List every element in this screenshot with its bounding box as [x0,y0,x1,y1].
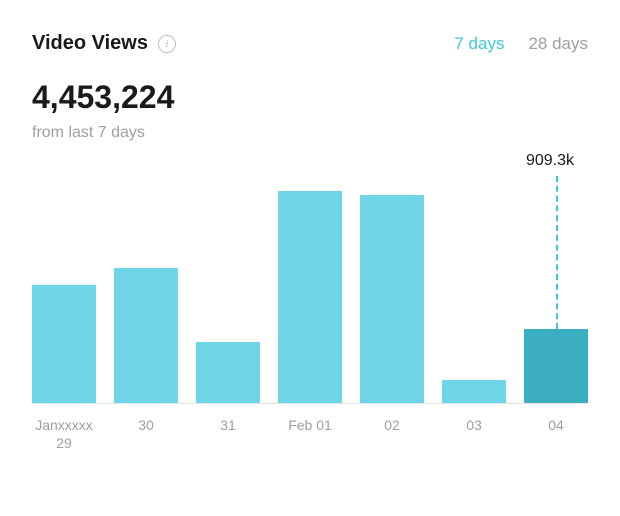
info-icon[interactable]: i [158,35,176,53]
bar-label: 02 [360,408,424,452]
bar[interactable] [114,268,178,404]
tab-28-days[interactable]: 28 days [528,34,588,54]
bar-label: 30 [114,408,178,452]
bar[interactable] [278,191,342,404]
title-group: Video Views i [32,32,176,55]
video-views-chart: 909.3k Janxxxxx 29 30 31 Feb 01 02 03 04 [32,152,588,452]
metric-subtitle: from last 7 days [32,124,588,142]
bar[interactable] [524,329,588,404]
bar-label: 03 [442,408,506,452]
bar-label: 31 [196,408,260,452]
bar[interactable] [196,342,260,404]
labels-row: Janxxxxx 29 30 31 Feb 01 02 03 04 [32,408,588,452]
bar-label: Janxxxxx 29 [32,408,96,452]
bars-row [32,184,588,404]
bar[interactable] [32,285,96,404]
page-title: Video Views [32,32,148,55]
tab-7-days[interactable]: 7 days [454,34,504,54]
callout-label: 909.3k [526,152,574,170]
time-range-tabs: 7 days 28 days [454,34,588,54]
baseline [32,403,588,404]
bar-label: Feb 01 [278,408,342,452]
bar[interactable] [442,380,506,404]
header: Video Views i 7 days 28 days [32,32,588,55]
bar-label: 04 [524,408,588,452]
metric-value: 4,453,224 [32,79,588,116]
bar[interactable] [360,195,424,404]
